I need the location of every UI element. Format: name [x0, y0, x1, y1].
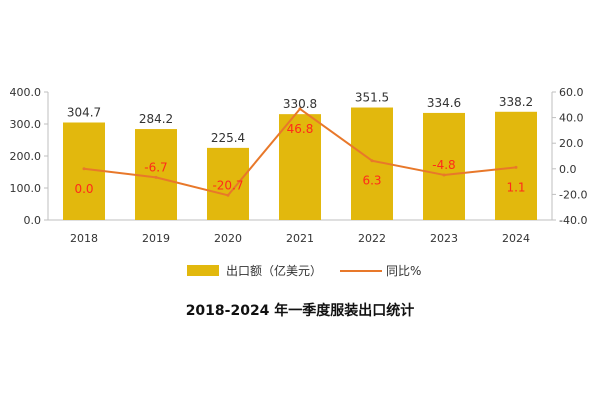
x-tick-label: 2019: [142, 232, 170, 245]
x-tick-label: 2018: [70, 232, 98, 245]
chart-title: 2018-2024 年一季度服装出口统计: [186, 302, 415, 319]
line-layer: [82, 107, 518, 197]
left-tick-label: 400.0: [10, 86, 42, 99]
line-point: [370, 159, 374, 163]
line-point: [298, 107, 302, 111]
x-tick-label: 2024: [502, 232, 530, 245]
line-point: [82, 167, 86, 171]
line-data-label: 6.3: [362, 174, 381, 188]
bar-data-label: 330.8: [283, 97, 317, 111]
line-data-label: -6.7: [144, 160, 167, 174]
line-data-label: -20.7: [212, 178, 243, 192]
right-tick-label: 40.0: [559, 112, 584, 125]
labels-layer: 304.7 284.2 225.4 330.8 351.5 334.6 338.2 0.0 -6…: [67, 91, 533, 196]
bar-data-label: 338.2: [499, 95, 533, 109]
bar-data-label: 351.5: [355, 91, 389, 105]
bar-data-label: 334.6: [427, 96, 461, 110]
right-tick-label: 60.0: [559, 86, 584, 99]
left-tick-label: 200.0: [10, 150, 42, 163]
x-tick-label: 2020: [214, 232, 242, 245]
line-data-label: 1.1: [506, 180, 525, 194]
line-data-label: 46.8: [287, 122, 314, 136]
legend: 出口额（亿美元） 同比%: [187, 263, 421, 278]
x-tick-label: 2021: [286, 232, 314, 245]
bars-layer: [63, 107, 537, 220]
left-tick-label: 0.0: [24, 214, 42, 227]
line-point: [442, 173, 446, 177]
left-tick-label: 300.0: [10, 118, 42, 131]
legend-line-label: 同比%: [386, 264, 421, 278]
bar: [207, 147, 249, 220]
right-tick-label: 0.0: [559, 163, 577, 176]
axes-layer: 0.0 100.0 200.0 300.0 400.0 -40.0 -20.0 0.0 20.0…: [10, 86, 588, 245]
line-point: [154, 175, 158, 179]
line-data-label: 0.0: [74, 182, 93, 196]
x-tick-label: 2022: [358, 232, 386, 245]
line-point: [226, 193, 230, 197]
right-tick-label: -40.0: [559, 214, 587, 227]
bar-data-label: 304.7: [67, 105, 101, 119]
bar: [279, 114, 321, 220]
legend-bar-swatch: [187, 265, 219, 276]
legend-bar-label: 出口额（亿美元）: [226, 263, 322, 278]
left-tick-label: 100.0: [10, 182, 42, 195]
right-tick-label: 20.0: [559, 137, 584, 150]
bar: [135, 129, 177, 220]
bar-data-label: 284.2: [139, 112, 173, 126]
x-tick-label: 2023: [430, 232, 458, 245]
bar: [495, 111, 537, 220]
line-point: [514, 165, 518, 169]
bar: [423, 112, 465, 220]
right-tick-label: -20.0: [559, 188, 587, 201]
bar-data-label: 225.4: [211, 131, 245, 145]
line-data-label: -4.8: [432, 158, 455, 172]
